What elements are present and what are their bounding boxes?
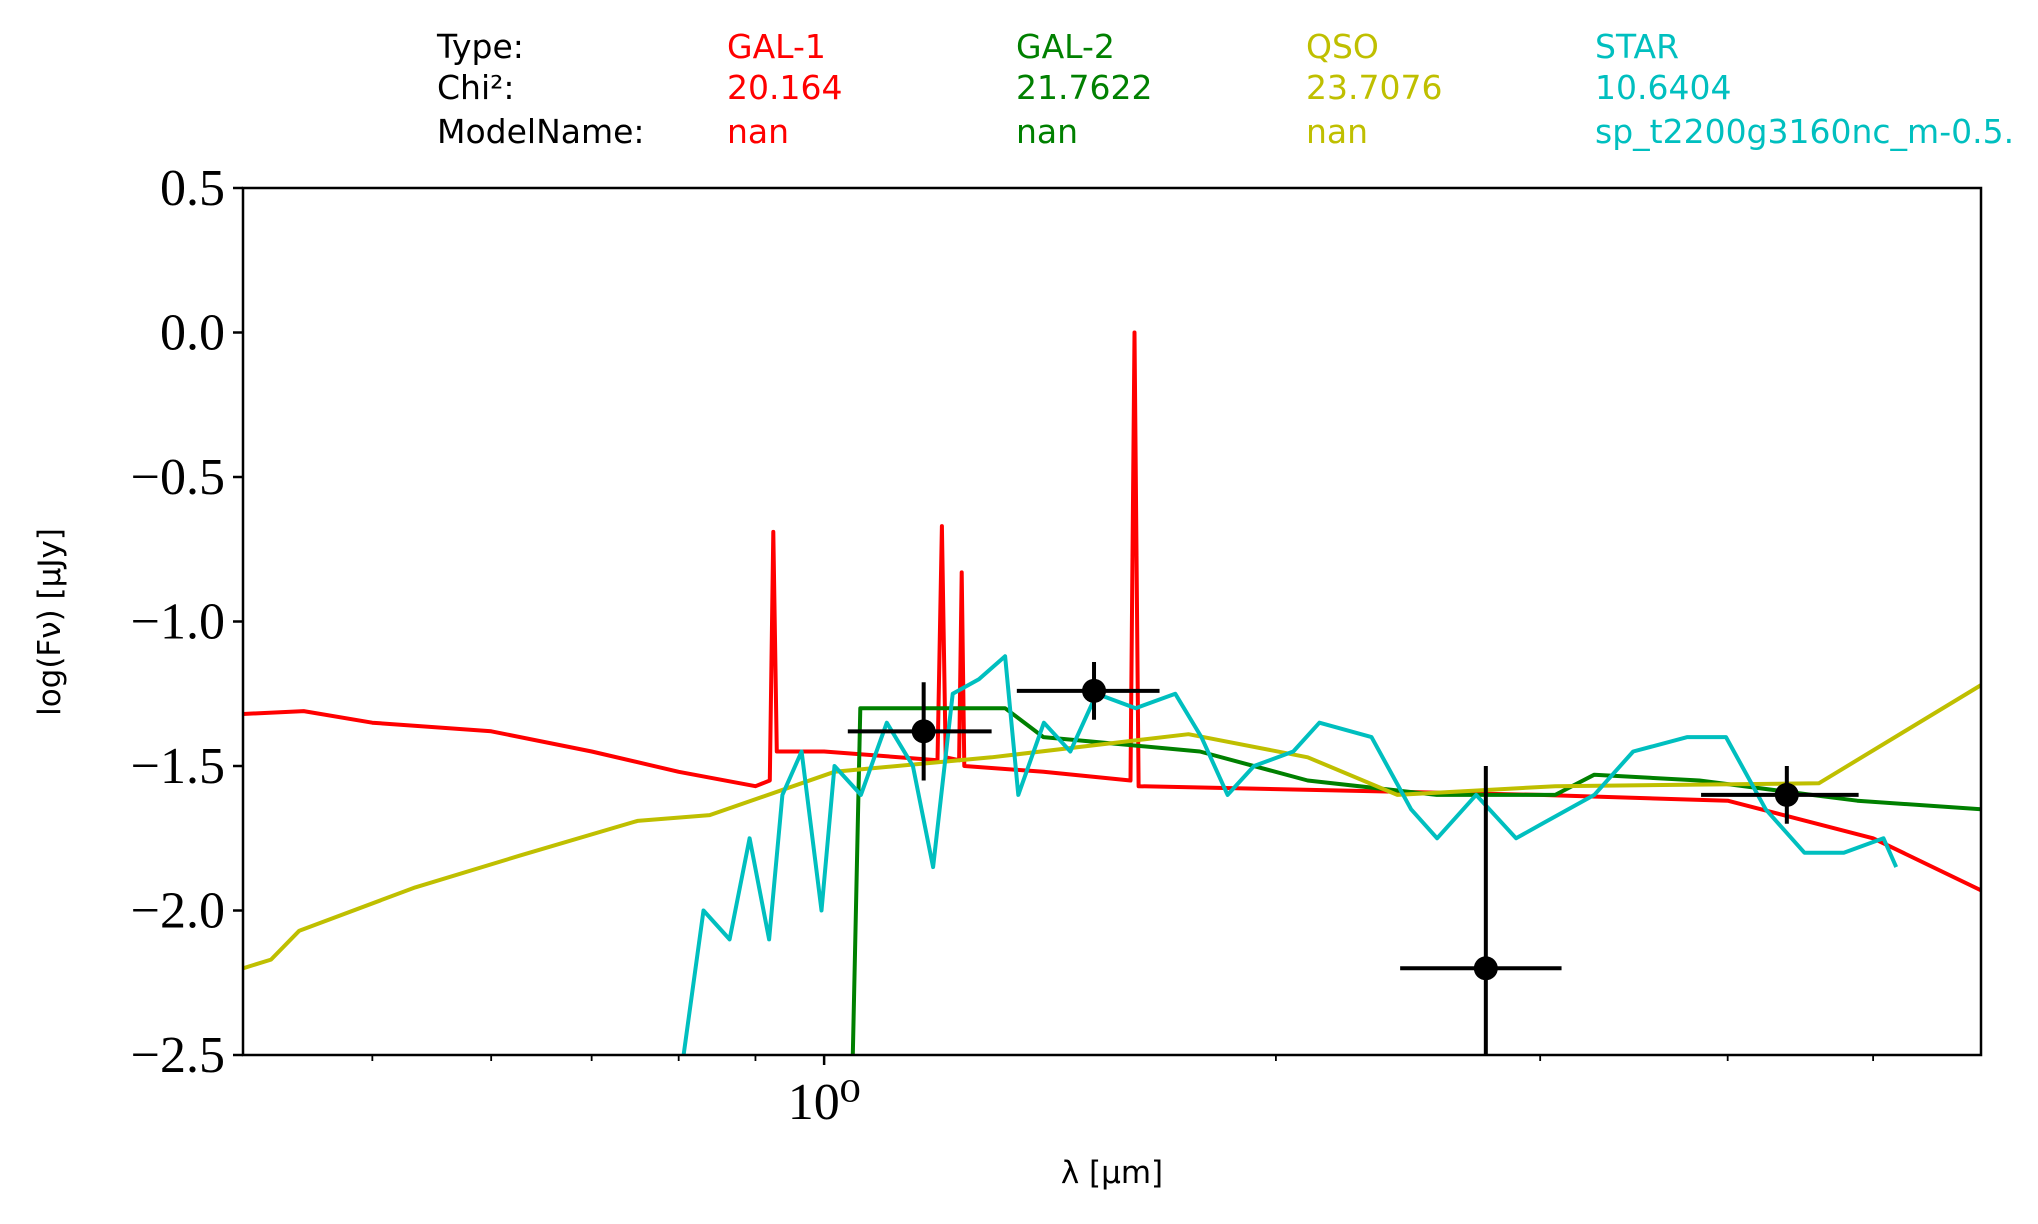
header-chi2: 20.164 (727, 68, 842, 107)
header-label: ModelName: (437, 112, 645, 151)
y-tick-label: −2.5 (131, 1027, 225, 1084)
data-point (911, 719, 936, 744)
header-chi2: 23.7076 (1306, 68, 1442, 107)
header-model: nan (1306, 112, 1368, 151)
data-point (1774, 782, 1799, 807)
y-tick-label: 0.0 (160, 305, 225, 362)
plot-area (243, 330, 1981, 1055)
header-label: Chi²: (437, 68, 514, 107)
x-axis-label: λ [μm] (1061, 1155, 1163, 1191)
x-tick-label: 10⁰ (788, 1074, 861, 1131)
header-model: nan (727, 112, 789, 151)
y-tick-label: −1.0 (131, 594, 225, 651)
y-tick-label: −2.0 (131, 883, 225, 940)
header-name: GAL-1 (727, 27, 826, 66)
header-chi2: 21.7622 (1016, 68, 1152, 107)
series-line (681, 654, 1899, 1055)
y-tick-label: 0.5 (160, 160, 225, 217)
header-label: Type: (436, 27, 524, 66)
header-name: STAR (1595, 27, 1679, 66)
series-line (243, 330, 1981, 893)
y-axis-label: log(Fν) [μJy] (32, 528, 68, 716)
series-line (243, 683, 1981, 971)
header-name: GAL-2 (1016, 27, 1115, 66)
series-line (850, 706, 1981, 1055)
plot-frame (241, 186, 1983, 1057)
y-tick-label: −0.5 (131, 449, 225, 506)
header-model: nan (1016, 112, 1078, 151)
header-chi2: 10.6404 (1595, 68, 1731, 107)
header-name: QSO (1306, 27, 1379, 66)
header-model: sp_t2200g3160nc_m-0.5. (1595, 112, 2014, 151)
data-point (1082, 678, 1107, 703)
y-tick-label: −1.5 (131, 738, 225, 795)
data-point (1473, 956, 1498, 981)
